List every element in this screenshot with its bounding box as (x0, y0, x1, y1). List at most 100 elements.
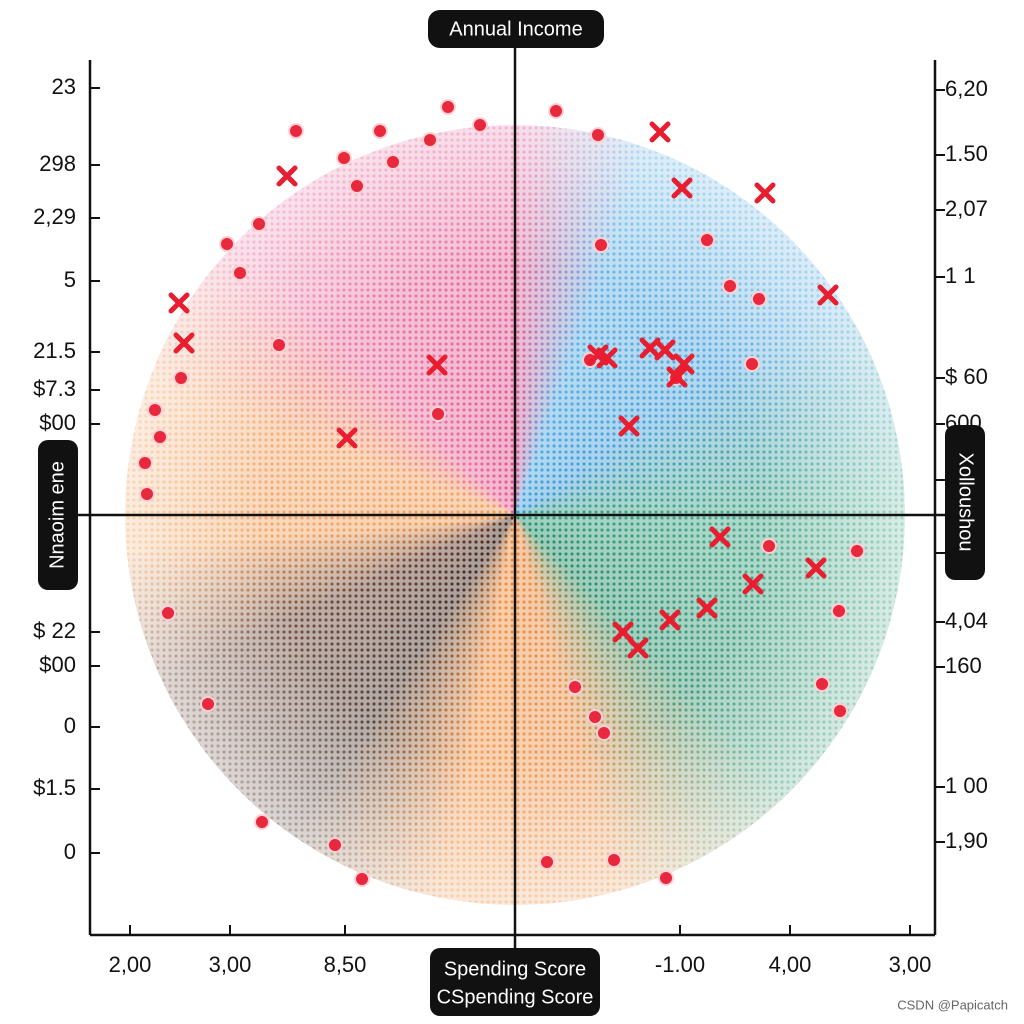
red-circle-marker (251, 216, 267, 232)
y2-tick-label: 0 (945, 539, 957, 564)
red-circle-marker (596, 725, 612, 741)
y-tick-label: 21.5 (33, 338, 76, 363)
red-cross-marker (754, 182, 776, 204)
red-cross-marker (649, 121, 671, 143)
x-label-box (430, 948, 600, 1016)
frame (60, 40, 960, 960)
y2-tick-label: 1.50 (945, 141, 988, 166)
chart-title: Annual Income (449, 18, 582, 40)
red-cross-marker (173, 332, 195, 354)
red-cross-marker (276, 165, 298, 187)
red-circle-marker (219, 236, 235, 252)
y2-tick-label: 6,20 (945, 76, 988, 101)
red-circle-marker (349, 178, 365, 194)
red-circle-marker (147, 402, 163, 418)
red-circle-marker (200, 696, 216, 712)
red-cross-marker (742, 573, 764, 595)
x-tick-label: 8,50 (324, 952, 367, 977)
y2-tick-label: 2,07 (945, 196, 988, 221)
red-circle-marker (232, 265, 248, 281)
y-tick-label: $00 (39, 410, 76, 435)
red-circle-marker (336, 150, 352, 166)
red-circle-marker (173, 370, 189, 386)
red-circle-marker (288, 123, 304, 139)
red-cross-marker (817, 284, 839, 306)
x-tick-label: 3,00 (889, 952, 932, 977)
y2-tick-label: $ 60 (945, 364, 988, 389)
red-circle-marker (440, 99, 456, 115)
markers (137, 99, 865, 887)
red-cross-marker (709, 526, 731, 548)
y2-tick-label: 4,04 (945, 608, 988, 633)
red-circle-marker (160, 605, 176, 621)
y-tick-label: $00 (39, 652, 76, 677)
x-tick-label: -1.00 (655, 952, 705, 977)
y-tick-label: 23 (52, 74, 76, 99)
red-cross-marker (659, 609, 681, 631)
red-circle-marker (472, 117, 488, 133)
x-tick-label: 3,00 (209, 952, 252, 977)
red-circle-marker (271, 337, 287, 353)
y-tick-label: $1.5 (33, 775, 76, 800)
x-tick-label: 2,00 (109, 952, 152, 977)
y-tick-label: 0 (64, 839, 76, 864)
red-circle-marker (814, 676, 830, 692)
red-circle-marker (606, 852, 622, 868)
x-tick-label: 4,00 (769, 952, 812, 977)
x-axis-label: Spending Score (444, 958, 586, 980)
red-circle-marker (658, 870, 674, 886)
red-circle-marker (139, 486, 155, 502)
watermark: CSDN @Papicatch (897, 997, 1008, 1012)
y-tick-label: $7.3 (33, 376, 76, 401)
y2-tick-label: 1 1 (945, 263, 976, 288)
red-circle-marker (761, 538, 777, 554)
y-tick-label: $ 22 (33, 618, 76, 643)
y2-tick-label: 1,90 (945, 828, 988, 853)
y2-axis-label: Xolloushou (955, 453, 977, 552)
red-circle-marker (831, 603, 847, 619)
red-circle-marker (587, 709, 603, 725)
red-circle-marker (722, 278, 738, 294)
red-circle-marker (327, 837, 343, 853)
y-label-box (38, 440, 78, 590)
y-tick-label: 298 (39, 151, 76, 176)
red-circle-marker (849, 543, 865, 559)
y2-tick-label: 160 (945, 653, 982, 678)
red-cross-marker (426, 354, 448, 376)
title-box (428, 10, 604, 48)
y2-tick-label: 600 (945, 410, 982, 435)
red-cross-marker (805, 557, 827, 579)
red-circle-marker (254, 814, 270, 830)
red-cross-marker (627, 637, 649, 659)
red-cross-marker (596, 347, 618, 369)
red-circle-marker (744, 356, 760, 372)
y2-label-box (945, 425, 985, 580)
red-cross-marker (666, 366, 688, 388)
y2-tick-label: 1 00 (945, 773, 988, 798)
red-cross-marker (618, 415, 640, 437)
red-circle-marker (590, 127, 606, 143)
red-circle-marker (699, 232, 715, 248)
red-cross-marker (336, 427, 358, 449)
y-tick-label: 0 (64, 713, 76, 738)
red-circle-marker (751, 291, 767, 307)
red-cross-marker (654, 339, 676, 361)
red-circle-marker (539, 854, 555, 870)
red-circle-marker (593, 237, 609, 253)
red-circle-marker (385, 154, 401, 170)
y2-tick-label: 0 (945, 466, 957, 491)
red-circle-marker (152, 429, 168, 445)
red-circle-marker (372, 123, 388, 139)
red-circle-marker (832, 703, 848, 719)
x-axis-label: CSpending Score (437, 986, 594, 1008)
y-tick-label: 5 (64, 267, 76, 292)
red-circle-marker (430, 406, 446, 422)
y-axis-label: Nnaoim ene (46, 461, 68, 569)
red-cross-marker (612, 621, 634, 643)
red-cross-marker (671, 177, 693, 199)
red-cross-marker (168, 292, 190, 314)
y-tick-label: 2,29 (33, 204, 76, 229)
red-circle-marker (137, 455, 153, 471)
